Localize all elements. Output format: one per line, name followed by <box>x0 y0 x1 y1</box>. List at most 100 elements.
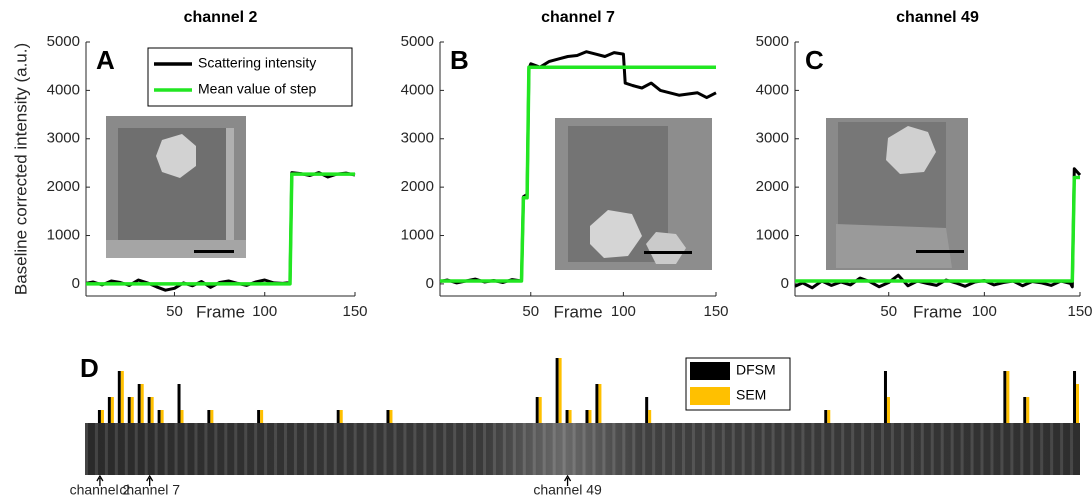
annotation: channel 7 <box>119 482 180 498</box>
bar <box>824 410 828 423</box>
legend-label: Scattering intensity <box>198 55 316 71</box>
bar <box>568 410 572 423</box>
bar <box>137 384 141 423</box>
chart-title: channel 49 <box>896 9 979 26</box>
bar <box>117 371 121 423</box>
bar <box>1023 397 1027 423</box>
y-tick-label: 0 <box>426 275 434 292</box>
bar <box>1076 384 1080 423</box>
inset-image <box>826 118 968 270</box>
y-tick-label: 5000 <box>401 33 434 50</box>
bar <box>339 410 343 423</box>
bar <box>97 410 101 423</box>
panel-label: A <box>96 45 115 75</box>
bar <box>827 410 831 423</box>
bar <box>648 410 652 423</box>
bar <box>107 397 111 423</box>
panel-label: B <box>450 45 469 75</box>
bar <box>585 410 589 423</box>
y-tick-label: 1000 <box>401 226 434 243</box>
bar <box>257 410 261 423</box>
y-tick-label: 3000 <box>756 130 789 147</box>
bar <box>645 397 649 423</box>
x-tick-label: 100 <box>972 303 997 320</box>
panel-label: D <box>80 353 99 383</box>
y-tick-label: 0 <box>72 275 80 292</box>
y-tick-label: 0 <box>781 275 789 292</box>
data-line <box>440 65 716 283</box>
x-axis-label: Frame <box>553 302 602 321</box>
bar <box>1003 371 1007 423</box>
bar <box>120 371 124 423</box>
legend-swatch <box>690 362 730 380</box>
bar <box>110 397 114 423</box>
annotation-arrow <box>146 474 154 486</box>
x-tick-label: 150 <box>342 303 367 320</box>
bar <box>140 384 144 423</box>
y-tick-label: 2000 <box>401 178 434 195</box>
bar <box>147 397 151 423</box>
panel-label: C <box>805 45 824 75</box>
bar <box>565 410 569 423</box>
bar <box>588 410 592 423</box>
y-tick-label: 2000 <box>47 178 80 195</box>
legend-swatch <box>690 387 730 405</box>
bar <box>160 410 164 423</box>
bar <box>1073 371 1077 423</box>
annotation-arrow <box>96 474 104 486</box>
data-line <box>86 172 355 286</box>
y-tick-label: 2000 <box>756 178 789 195</box>
bar <box>386 410 390 423</box>
data-line <box>795 175 1080 283</box>
x-tick-label: 150 <box>703 303 728 320</box>
bar <box>1006 371 1010 423</box>
bar <box>883 371 887 423</box>
inset-image <box>106 116 246 258</box>
y-tick-label: 4000 <box>401 81 434 98</box>
y-axis-label: Baseline corrected intensity (a.u.) <box>11 43 30 295</box>
bar <box>1026 397 1030 423</box>
inset-image <box>555 118 712 270</box>
bar <box>595 384 599 423</box>
bar <box>260 410 264 423</box>
bar <box>150 397 154 423</box>
annotation-arrow <box>564 474 572 486</box>
bar <box>207 410 211 423</box>
y-tick-label: 4000 <box>47 81 80 98</box>
annotation: channel 49 <box>533 482 602 498</box>
x-axis-label: Frame <box>913 302 962 321</box>
bar <box>210 410 214 423</box>
y-tick-label: 5000 <box>756 33 789 50</box>
bar <box>180 410 184 423</box>
bar <box>157 410 161 423</box>
x-axis-label: Frame <box>196 302 245 321</box>
bar <box>886 397 890 423</box>
bar <box>177 384 181 423</box>
x-tick-label: 100 <box>611 303 636 320</box>
x-tick-label: 150 <box>1067 303 1092 320</box>
x-tick-label: 50 <box>880 303 897 320</box>
y-tick-label: 1000 <box>47 226 80 243</box>
y-tick-label: 3000 <box>401 130 434 147</box>
y-tick-label: 4000 <box>756 81 789 98</box>
bar <box>130 397 134 423</box>
bar <box>555 358 559 423</box>
legend-label: DFSM <box>736 362 776 378</box>
y-tick-label: 5000 <box>47 33 80 50</box>
bar <box>100 410 104 423</box>
bar <box>558 358 562 423</box>
bar <box>535 397 539 423</box>
x-tick-label: 100 <box>252 303 277 320</box>
chart-title: channel 7 <box>541 9 615 26</box>
legend-box <box>147 47 353 107</box>
legend-label: Mean value of step <box>198 81 317 97</box>
x-tick-label: 50 <box>522 303 539 320</box>
bar <box>389 410 393 423</box>
bar <box>538 397 542 423</box>
bar <box>336 410 340 423</box>
bar <box>127 397 131 423</box>
y-tick-label: 1000 <box>756 226 789 243</box>
chart-title: channel 2 <box>184 9 258 26</box>
bar <box>598 384 602 423</box>
